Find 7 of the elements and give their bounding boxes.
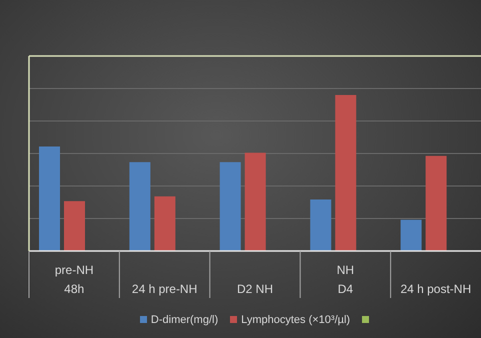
legend-label: Lymphocytes (×10³/µl) [241, 314, 350, 326]
x-tick-label: pre-NH 48h [54, 263, 94, 296]
x-tick-label: 24 h pre-NH [132, 282, 198, 296]
legend-label: D-dimer(mg/l) [150, 314, 218, 326]
x-tick-label: NH D4 [336, 263, 354, 296]
x-tick-label: D2 NH [236, 282, 274, 296]
x-tick-label: 24 h post-NH [400, 282, 472, 296]
